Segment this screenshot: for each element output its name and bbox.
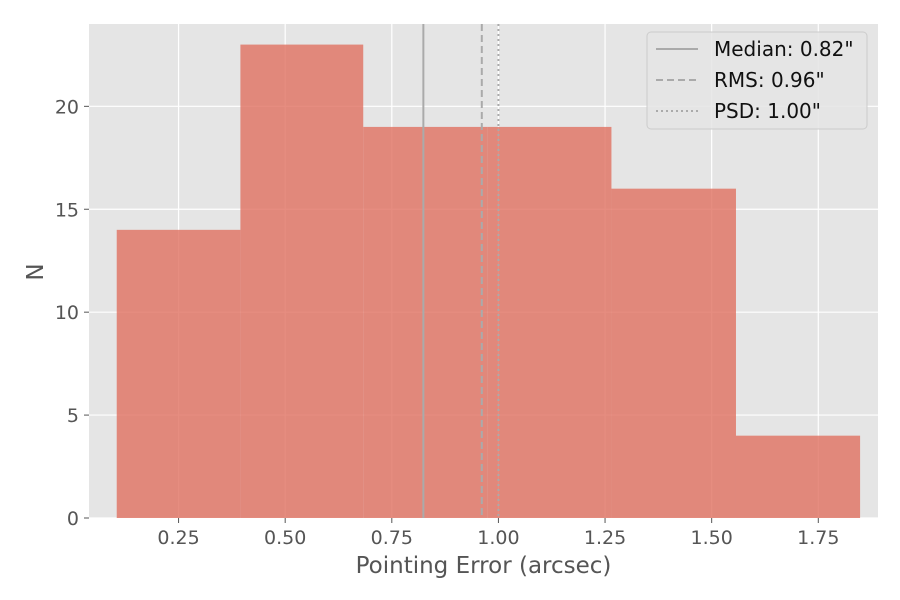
x-tick-label: 0.50 — [264, 527, 306, 549]
x-tick-label: 1.75 — [797, 527, 839, 549]
histogram-bar — [363, 126, 488, 519]
y-tick-label: 5 — [67, 405, 79, 427]
x-tick-label: 0.75 — [371, 527, 413, 549]
histogram-bar — [611, 188, 736, 518]
x-tick-label: 1.25 — [584, 527, 626, 549]
legend-median-label: Median: 0.82" — [714, 37, 854, 61]
y-tick-label: 10 — [55, 302, 79, 324]
reference-lines — [422, 24, 500, 518]
histogram-bar — [240, 44, 364, 518]
y-tick-label: 0 — [67, 508, 79, 530]
legend-box — [646, 31, 868, 130]
x-tick-label: 1.00 — [477, 527, 519, 549]
x-tick-label: 1.50 — [691, 527, 733, 549]
x-tick-label: 0.25 — [157, 527, 199, 549]
legend: Median: 0.82" RMS: 0.96" PSD: 1.00" — [646, 31, 868, 130]
legend-psd-label: PSD: 1.00" — [714, 99, 821, 123]
y-tick-label: 20 — [55, 96, 79, 118]
x-axis-label: Pointing Error (arcsec) — [356, 553, 612, 579]
legend-rms-label: RMS: 0.96" — [714, 68, 825, 92]
histogram-bar — [735, 435, 861, 518]
y-axis-label: N — [23, 263, 49, 280]
axis-ticks: 0.25 0.50 0.75 1.00 1.25 1.50 1.75 0 5 10 15 20 — [55, 96, 840, 549]
histogram-bars — [116, 44, 861, 519]
y-tick-label: 15 — [55, 199, 79, 221]
histogram-bar — [487, 126, 612, 519]
histogram-bar — [116, 229, 241, 519]
